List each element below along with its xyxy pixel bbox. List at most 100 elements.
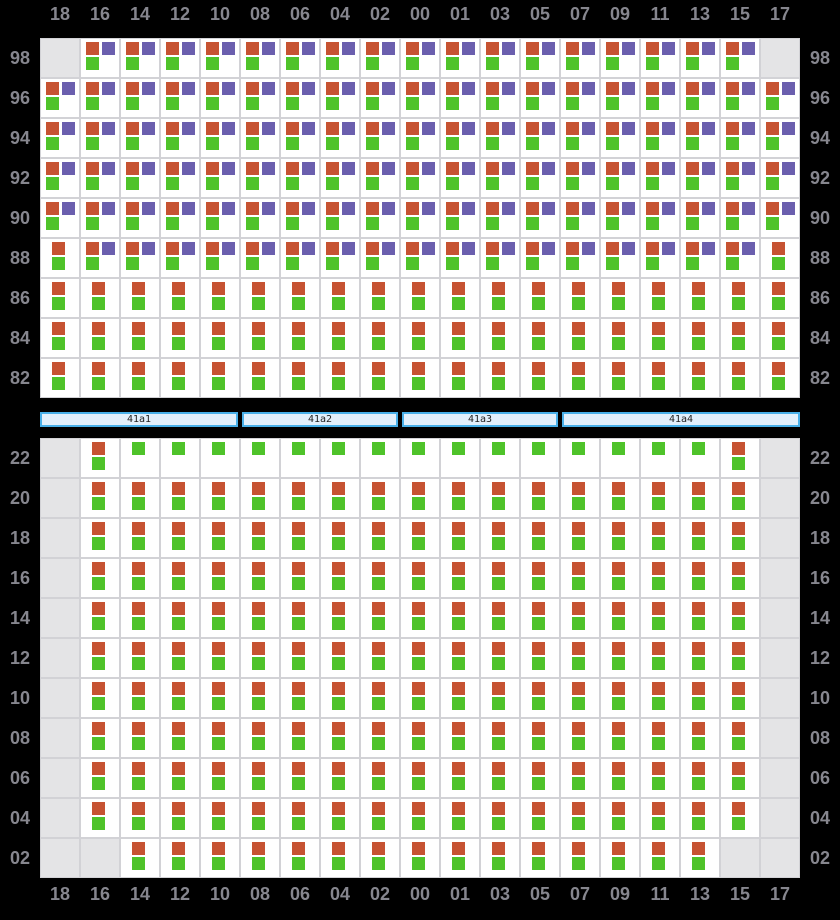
slot[interactable] [520, 598, 560, 638]
slot[interactable] [160, 758, 200, 798]
slot[interactable] [240, 278, 280, 318]
slot-empty[interactable] [760, 438, 800, 478]
slot[interactable] [720, 678, 760, 718]
slot[interactable] [680, 38, 720, 78]
slot[interactable] [280, 78, 320, 118]
slot[interactable] [80, 478, 120, 518]
slot[interactable] [680, 598, 720, 638]
slot[interactable] [280, 118, 320, 158]
slot[interactable] [120, 238, 160, 278]
slot[interactable] [120, 758, 160, 798]
slot[interactable] [200, 758, 240, 798]
slot[interactable] [560, 558, 600, 598]
slot[interactable] [400, 798, 440, 838]
slot[interactable] [760, 238, 800, 278]
slot[interactable] [680, 238, 720, 278]
slot[interactable] [80, 518, 120, 558]
slot[interactable] [80, 238, 120, 278]
slot[interactable] [560, 278, 600, 318]
slot[interactable] [720, 158, 760, 198]
slot[interactable] [120, 278, 160, 318]
slot[interactable] [600, 758, 640, 798]
slot[interactable] [600, 318, 640, 358]
slot[interactable] [480, 678, 520, 718]
slot[interactable] [280, 798, 320, 838]
slot[interactable] [720, 198, 760, 238]
slot[interactable] [520, 438, 560, 478]
slot[interactable] [480, 358, 520, 398]
slot[interactable] [720, 438, 760, 478]
slot[interactable] [560, 118, 600, 158]
slot[interactable] [760, 198, 800, 238]
slot[interactable] [360, 518, 400, 558]
slot[interactable] [640, 158, 680, 198]
slot[interactable] [480, 318, 520, 358]
hatch-cover-bar[interactable]: 41a3 [402, 412, 558, 427]
slot[interactable] [480, 558, 520, 598]
hatch-cover-bar[interactable]: 41a1 [40, 412, 238, 427]
slot[interactable] [320, 518, 360, 558]
slot[interactable] [600, 478, 640, 518]
slot[interactable] [320, 838, 360, 878]
slot[interactable] [360, 598, 400, 638]
slot[interactable] [760, 318, 800, 358]
slot[interactable] [480, 438, 520, 478]
slot[interactable] [640, 678, 680, 718]
slot[interactable] [720, 238, 760, 278]
slot[interactable] [160, 838, 200, 878]
slot[interactable] [560, 758, 600, 798]
slot[interactable] [360, 198, 400, 238]
slot[interactable] [400, 518, 440, 558]
slot[interactable] [480, 758, 520, 798]
slot[interactable] [640, 718, 680, 758]
slot[interactable] [200, 238, 240, 278]
slot[interactable] [640, 38, 680, 78]
slot[interactable] [40, 278, 80, 318]
slot[interactable] [320, 318, 360, 358]
slot[interactable] [760, 278, 800, 318]
slot[interactable] [520, 238, 560, 278]
slot[interactable] [680, 678, 720, 718]
slot-empty[interactable] [760, 558, 800, 598]
slot[interactable] [720, 278, 760, 318]
slot[interactable] [240, 558, 280, 598]
slot-empty[interactable] [760, 758, 800, 798]
slot[interactable] [80, 638, 120, 678]
slot[interactable] [720, 38, 760, 78]
slot[interactable] [80, 718, 120, 758]
slot[interactable] [480, 518, 520, 558]
slot[interactable] [240, 318, 280, 358]
slot[interactable] [640, 638, 680, 678]
slot[interactable] [160, 718, 200, 758]
slot[interactable] [320, 238, 360, 278]
slot[interactable] [160, 478, 200, 518]
slot[interactable] [400, 318, 440, 358]
slot[interactable] [600, 358, 640, 398]
slot[interactable] [440, 758, 480, 798]
slot[interactable] [160, 518, 200, 558]
slot[interactable] [640, 518, 680, 558]
slot[interactable] [320, 198, 360, 238]
slot[interactable] [560, 518, 600, 558]
slot[interactable] [640, 318, 680, 358]
slot[interactable] [400, 438, 440, 478]
slot[interactable] [520, 78, 560, 118]
slot[interactable] [360, 438, 400, 478]
slot[interactable] [600, 678, 640, 718]
slot[interactable] [720, 478, 760, 518]
slot[interactable] [80, 798, 120, 838]
slot[interactable] [440, 198, 480, 238]
slot[interactable] [240, 718, 280, 758]
slot[interactable] [240, 438, 280, 478]
slot[interactable] [560, 358, 600, 398]
slot[interactable] [640, 598, 680, 638]
slot[interactable] [360, 678, 400, 718]
slot[interactable] [560, 478, 600, 518]
slot[interactable] [160, 38, 200, 78]
slot[interactable] [600, 198, 640, 238]
slot[interactable] [200, 38, 240, 78]
slot[interactable] [640, 438, 680, 478]
slot[interactable] [560, 198, 600, 238]
slot[interactable] [120, 798, 160, 838]
slot[interactable] [280, 438, 320, 478]
